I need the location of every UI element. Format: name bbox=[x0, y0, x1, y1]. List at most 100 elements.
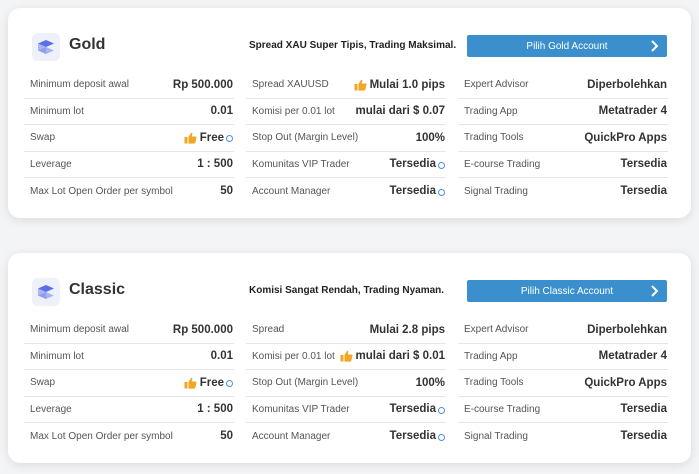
spec-value: 1 : 500 bbox=[197, 403, 233, 416]
spec-row: Max Lot Open Order per symbol 50 bbox=[24, 178, 234, 205]
spec-label: Spread XAUUSD bbox=[252, 79, 329, 91]
spec-label: Minimum deposit awal bbox=[30, 79, 129, 91]
choose-classic-account-button[interactable]: Pilih Classic Account bbox=[467, 280, 667, 302]
spec-value: Mulai 2.8 pips bbox=[369, 323, 445, 336]
thumbs-up-icon bbox=[184, 377, 197, 389]
spec-value-highlight: Free bbox=[184, 377, 233, 389]
spec-label: E-course Trading bbox=[464, 403, 541, 415]
spec-label: Signal Trading bbox=[464, 430, 528, 442]
spec-row: Expert Advisor Diperbolehkan bbox=[458, 317, 668, 344]
spec-value: 0.01 bbox=[210, 350, 233, 363]
spec-value: Diperbolehkan bbox=[587, 78, 667, 91]
spec-value: 0.01 bbox=[210, 105, 233, 118]
spec-value: Tersedia bbox=[620, 158, 667, 171]
info-icon[interactable] bbox=[438, 406, 445, 414]
info-icon[interactable] bbox=[438, 433, 445, 441]
spec-label: Trading Tools bbox=[464, 132, 524, 144]
spec-row: Trading App Metatrader 4 bbox=[458, 344, 668, 370]
spec-row: Komunitas VIP Trader Tersedia bbox=[246, 397, 446, 423]
info-icon[interactable] bbox=[438, 188, 445, 196]
account-tagline: Komisi Sangat Rendah, Trading Nyaman. bbox=[249, 285, 445, 296]
spec-row: Spread Mulai 2.8 pips bbox=[246, 317, 446, 344]
cta-label: Pilih Classic Account bbox=[520, 285, 614, 297]
spec-label: Spread bbox=[252, 324, 285, 336]
spec-label: Trading Tools bbox=[464, 377, 524, 389]
spec-row: Account Manager Tersedia bbox=[246, 178, 446, 205]
cta-label: Pilih Gold Account bbox=[526, 40, 608, 52]
spec-column-2: Spread XAUUSD Mulai 1.0 pips Komisi per … bbox=[246, 72, 446, 205]
spec-value: mulai dari $ 0.07 bbox=[355, 105, 446, 118]
spec-label: Stop Out (Margin Level) bbox=[252, 377, 359, 389]
spec-label: Expert Advisor bbox=[464, 79, 529, 91]
account-title: Classic bbox=[69, 281, 126, 298]
spec-value: Rp 500.000 bbox=[172, 323, 233, 336]
spec-row: E-course Trading Tersedia bbox=[458, 152, 668, 178]
spec-value: Metatrader 4 bbox=[598, 105, 667, 118]
layers-icon bbox=[32, 278, 60, 306]
spec-row: Leverage 1 : 500 bbox=[24, 397, 234, 423]
vip-value: Tersedia bbox=[389, 158, 436, 171]
spec-row: Swap Free bbox=[24, 125, 234, 152]
spec-row: Signal Trading Tersedia bbox=[458, 423, 668, 450]
spec-column-3: Expert Advisor Diperbolehkan Trading App… bbox=[458, 317, 668, 450]
spec-label: Komisi per 0.01 lot bbox=[252, 350, 335, 362]
spec-label: Account Manager bbox=[252, 430, 331, 442]
account-tagline: Spread XAU Super Tipis, Trading Maksimal… bbox=[249, 40, 457, 51]
classic-account-card: Classic Komisi Sangat Rendah, Trading Ny… bbox=[8, 253, 691, 463]
spec-column-3: Expert Advisor Diperbolehkan Trading App… bbox=[458, 72, 668, 205]
spec-row: Max Lot Open Order per symbol 50 bbox=[24, 423, 234, 450]
spec-row: Komisi per 0.01 lot mulai dari $ 0.07 bbox=[246, 99, 446, 125]
spec-row: Account Manager Tersedia bbox=[246, 423, 446, 450]
spec-row: Expert Advisor Diperbolehkan bbox=[458, 72, 668, 99]
spec-row: Komunitas VIP Trader Tersedia bbox=[246, 152, 446, 178]
spec-row: Signal Trading Tersedia bbox=[458, 178, 668, 205]
spec-row: Minimum lot 0.01 bbox=[24, 99, 234, 125]
spec-row: Trading Tools QuickPro Apps bbox=[458, 370, 668, 397]
swap-value: Free bbox=[199, 131, 224, 144]
spec-row: Stop Out (Margin Level) 100% bbox=[246, 370, 446, 397]
spec-row: Minimum deposit awal Rp 500.000 bbox=[24, 72, 234, 99]
spec-row: Leverage 1 : 500 bbox=[24, 152, 234, 178]
spec-value: Tersedia bbox=[620, 430, 667, 443]
spec-label: Minimum lot bbox=[30, 105, 84, 117]
spec-value: 50 bbox=[220, 430, 233, 443]
spec-value: Diperbolehkan bbox=[587, 323, 667, 336]
spec-label: Leverage bbox=[30, 403, 72, 415]
choose-gold-account-button[interactable]: Pilih Gold Account bbox=[467, 35, 667, 57]
spec-value: QuickPro Apps bbox=[584, 131, 667, 144]
spec-label: Minimum lot bbox=[30, 350, 84, 362]
spec-label: Max Lot Open Order per symbol bbox=[30, 430, 173, 442]
spec-label: Swap bbox=[30, 377, 56, 389]
info-icon[interactable] bbox=[226, 135, 233, 143]
spec-value: Tersedia bbox=[390, 403, 445, 415]
info-icon[interactable] bbox=[438, 161, 445, 169]
spec-row: Swap Free bbox=[24, 370, 234, 397]
spec-label: Expert Advisor bbox=[464, 324, 529, 336]
spec-row: Minimum deposit awal Rp 500.000 bbox=[24, 317, 234, 344]
spec-row: Spread XAUUSD Mulai 1.0 pips bbox=[246, 72, 446, 99]
spec-value: QuickPro Apps bbox=[584, 376, 667, 389]
spec-label: Minimum deposit awal bbox=[30, 324, 129, 336]
spec-value: Rp 500.000 bbox=[172, 78, 233, 91]
spec-label: Komisi per 0.01 lot bbox=[252, 105, 335, 117]
spec-value: Tersedia bbox=[620, 403, 667, 416]
spec-label: Komunitas VIP Trader bbox=[252, 158, 350, 170]
spec-value-highlight: Mulai 1.0 pips bbox=[354, 79, 445, 91]
commission-value: mulai dari $ 0.01 bbox=[355, 350, 446, 363]
spec-column-2: Spread Mulai 2.8 pips Komisi per 0.01 lo… bbox=[246, 317, 446, 450]
spec-column-1: Minimum deposit awal Rp 500.000 Minimum … bbox=[24, 72, 234, 205]
chevron-right-icon bbox=[651, 40, 658, 52]
spec-label: Leverage bbox=[30, 158, 72, 170]
info-icon[interactable] bbox=[226, 380, 233, 388]
spec-row: Komisi per 0.01 lot mulai dari $ 0.01 bbox=[246, 344, 446, 370]
spec-value: Tersedia bbox=[390, 430, 445, 442]
spec-label: Trading App bbox=[464, 105, 518, 117]
spec-value: Tersedia bbox=[620, 185, 667, 198]
spec-value: 1 : 500 bbox=[197, 158, 233, 171]
layers-icon bbox=[32, 33, 60, 61]
spec-row: Minimum lot 0.01 bbox=[24, 344, 234, 370]
spec-value: 50 bbox=[220, 185, 233, 198]
spec-column-1: Minimum deposit awal Rp 500.000 Minimum … bbox=[24, 317, 234, 450]
chevron-right-icon bbox=[651, 285, 658, 297]
spec-label: Account Manager bbox=[252, 185, 331, 197]
